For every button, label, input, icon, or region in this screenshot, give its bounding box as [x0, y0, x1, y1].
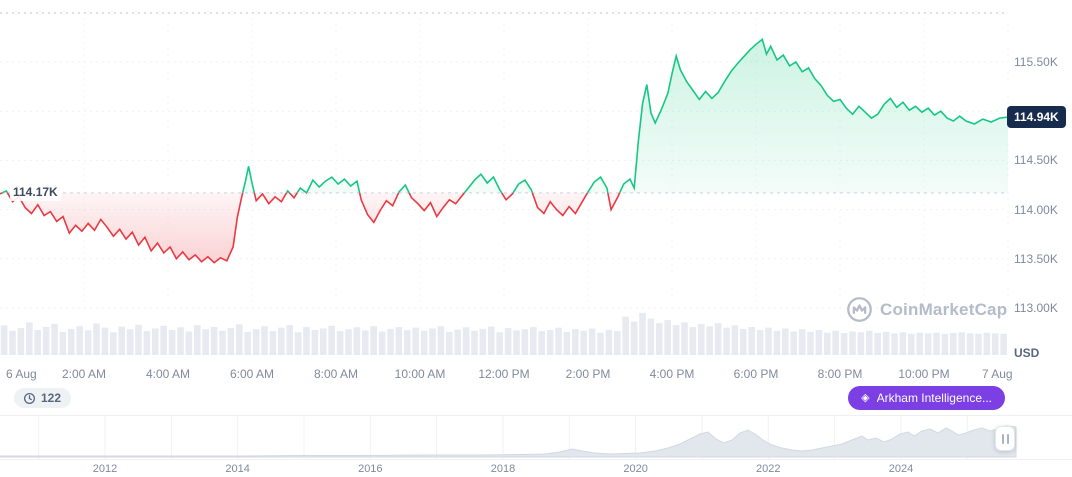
timeline-year-label: 2014 — [225, 463, 250, 475]
arkham-annotation-label: Arkham Intelligence... — [876, 391, 992, 405]
x-axis-label: 4:00 PM — [649, 367, 695, 381]
timeline-year-label: 2022 — [756, 463, 781, 475]
x-axis-label: 2:00 AM — [61, 367, 107, 381]
history-silhouette — [0, 425, 1017, 458]
x-axis: 6 Aug 2:00 AM 4:00 AM 6:00 AM 8:00 AM 10:00 A… — [0, 367, 1013, 383]
x-axis-label: 6:00 AM — [229, 367, 275, 381]
history-count-label: 122 — [41, 391, 62, 405]
usd-unit-label: USD — [1014, 346, 1040, 360]
x-axis-label: 8:00 PM — [817, 367, 863, 381]
y-axis-label: 114.50K — [1014, 153, 1058, 168]
x-axis-label: 8:00 AM — [313, 367, 359, 381]
area-below-baseline — [0, 192, 1008, 263]
y-axis-label: 113.50K — [1014, 251, 1058, 266]
history-clock-icon — [23, 392, 36, 405]
watermark-text: CoinMarketCap — [880, 299, 1008, 319]
x-axis-label: 6:00 PM — [733, 367, 779, 381]
area-above-baseline — [2, 39, 1008, 193]
timeline-year-label: 2020 — [623, 463, 648, 475]
volume-bars — [0, 312, 1007, 355]
x-axis-label: 6 Aug — [6, 367, 37, 381]
x-axis-label: 4:00 AM — [145, 367, 191, 381]
timeline-year-label: 2018 — [490, 463, 516, 475]
x-axis-label: 10:00 AM — [394, 367, 446, 381]
price-chart-canvas[interactable] — [0, 0, 1010, 362]
timeline-history-chart[interactable] — [0, 416, 1072, 460]
y-axis-label: 114.00K — [1014, 202, 1058, 217]
x-axis-label: 12:00 PM — [478, 367, 530, 381]
baseline-price-label: 114.17K — [10, 182, 61, 201]
timeline-scrubber[interactable]: 2012 2014 2016 2018 2020 2022 2024 — [0, 415, 1072, 477]
timeline-year-label: 2012 — [92, 463, 118, 475]
timeline-year-label: 2016 — [358, 463, 383, 475]
price-line-up — [0, 38, 1008, 193]
coinmarketcap-logo-icon — [846, 296, 873, 323]
scrubber-handle[interactable] — [995, 426, 1015, 451]
current-price-tag: 114.94K — [1007, 106, 1066, 129]
y-axis-label: 115.50K — [1014, 55, 1058, 69]
coinmarketcap-watermark: CoinMarketCap — [846, 296, 1007, 323]
x-axis-label: 10:00 PM — [898, 367, 950, 381]
price-line-down — [0, 192, 621, 264]
y-axis-label: 113.00K — [1014, 301, 1058, 315]
arkham-logo-icon: ◈ — [861, 391, 870, 404]
x-axis-label: 7 Aug — [981, 367, 1013, 381]
arkham-annotation-badge[interactable]: ◈ Arkham Intelligence... — [848, 386, 1005, 410]
history-count-badge[interactable]: 122 — [14, 388, 72, 408]
timeline-year-label: 2024 — [888, 463, 914, 475]
x-axis-label: 2:00 PM — [565, 367, 611, 381]
